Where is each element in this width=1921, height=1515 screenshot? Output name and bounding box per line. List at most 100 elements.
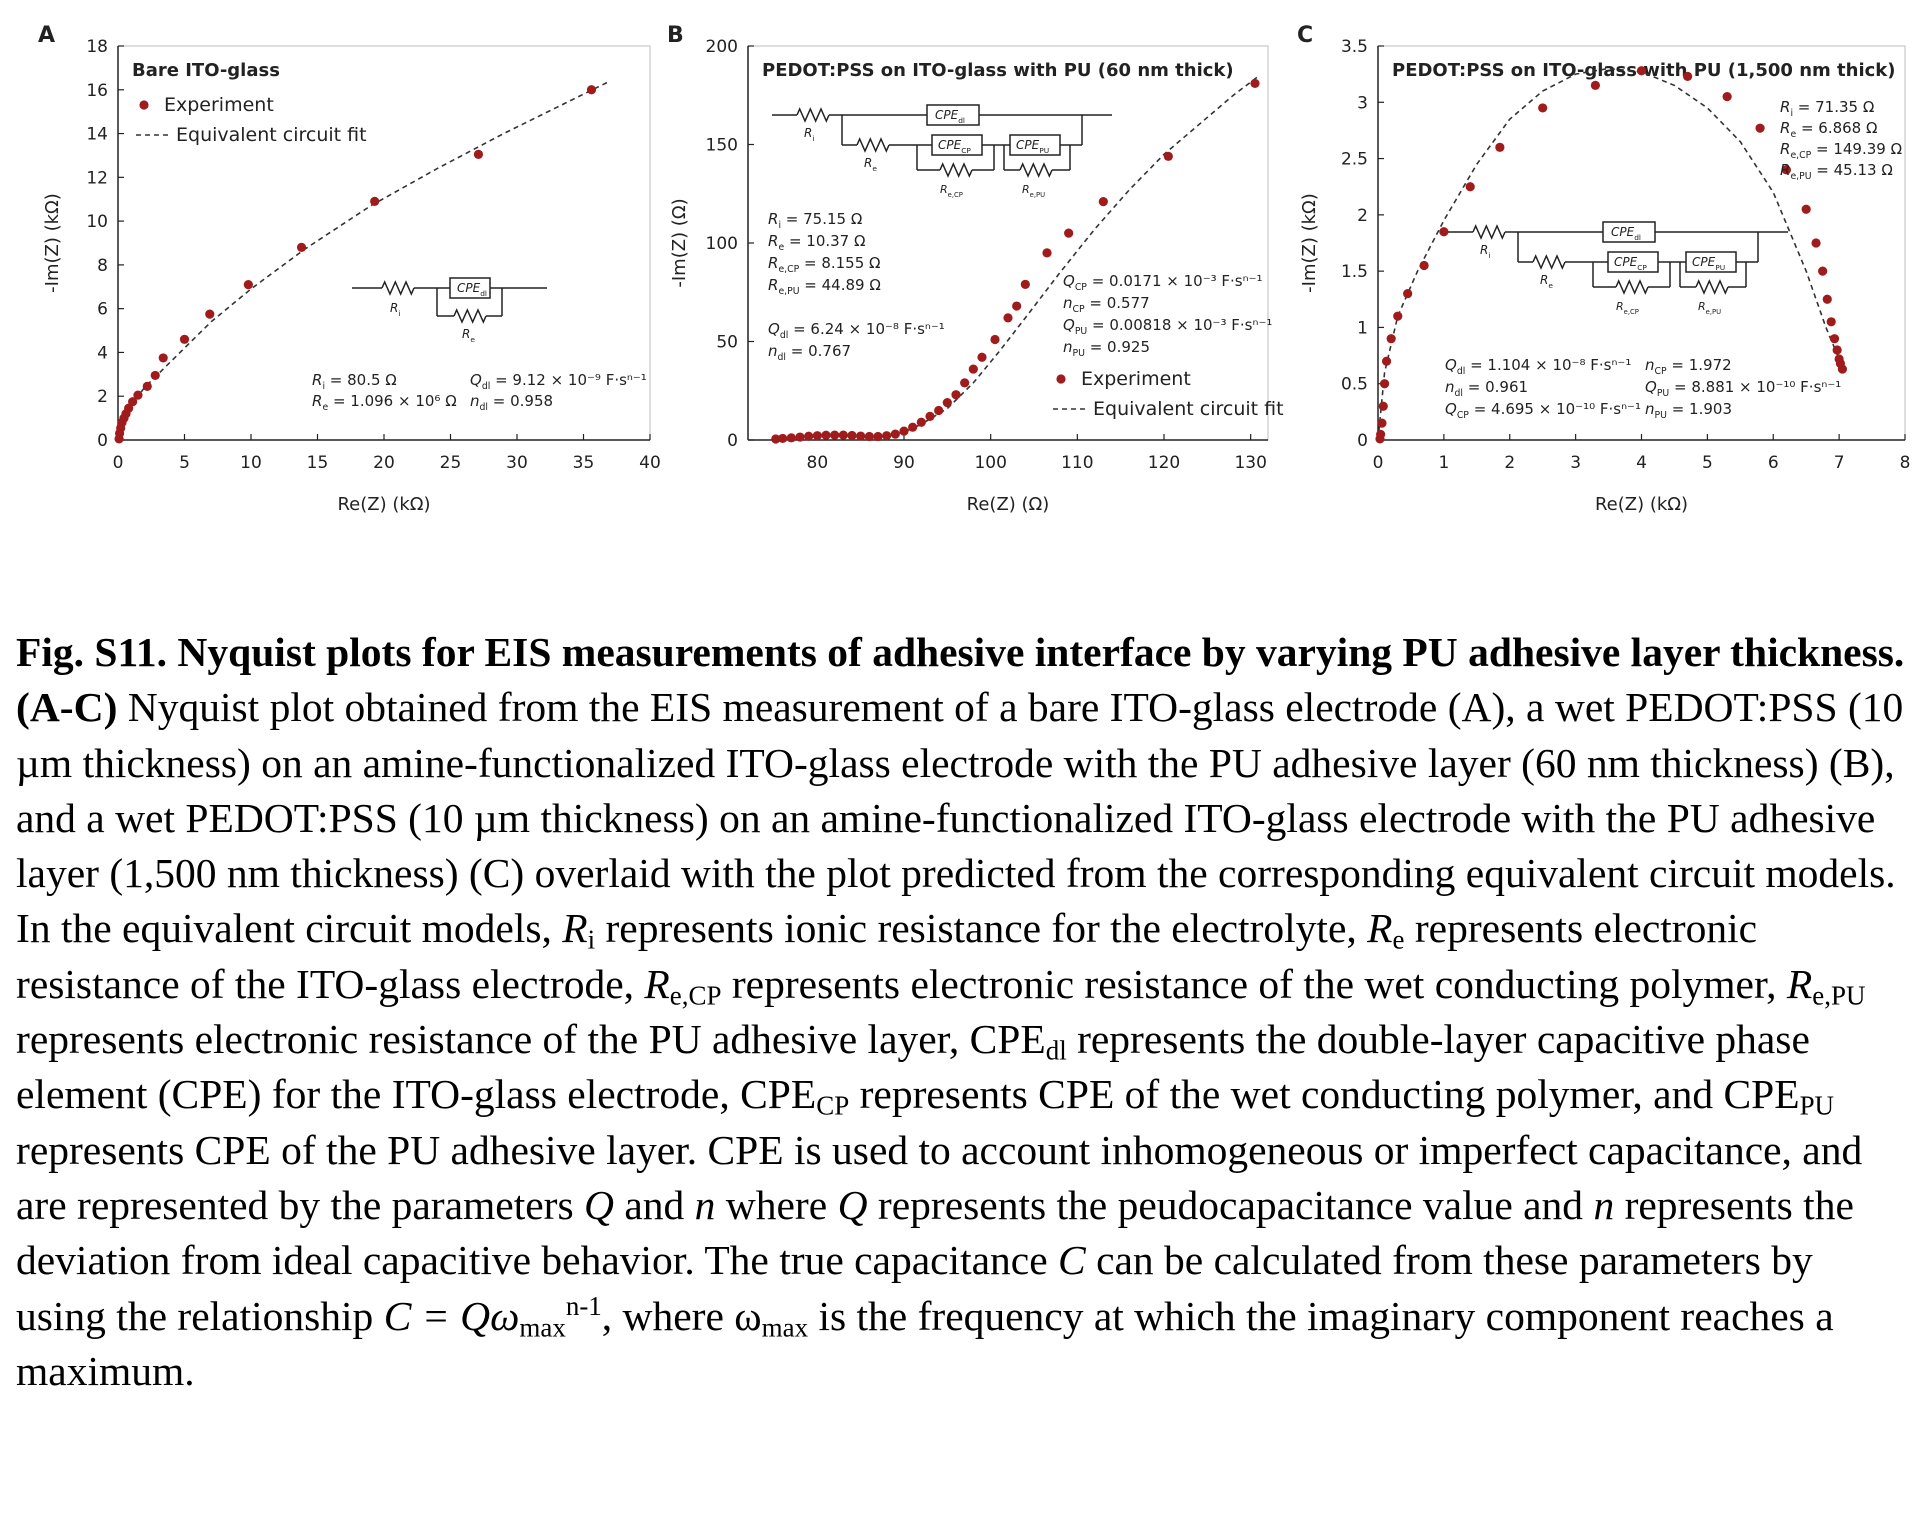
y-tick-label: 6 [97,300,108,320]
data-point [873,431,883,442]
data-point [1393,311,1403,321]
data-point [951,390,961,400]
data-point [856,431,866,441]
data-point [908,422,918,432]
circuit-diagram [352,277,547,324]
data-point [1801,204,1811,214]
param-text: Qdl = 6.24 × 10⁻⁸ F·sⁿ⁻¹ [768,320,945,341]
caption-symbol: n [694,1181,716,1228]
param-text: Ri = 71.35 Ω [1780,98,1874,119]
data-point [1832,345,1842,355]
x-tick-label: 110 [1061,453,1093,473]
data-point [296,242,307,252]
caption-symbol: n [1593,1181,1615,1228]
x-tick-label: 6 [1768,453,1779,473]
y-tick-label: 50 [716,333,738,353]
data-point [1064,228,1074,238]
data-point [838,430,848,440]
resistor-symbol [1472,224,1506,240]
resistor-symbol [1532,254,1566,270]
panel-b: B 80 90 100 110 120 130 0 50 100 150 200 Re(Z) (Ω) -I… [667,23,1284,515]
param-text: ndl = 0.961 [1445,378,1528,399]
y-tick-label: 12 [86,168,108,188]
x-tick-label: 5 [1702,453,1713,473]
data-point [1439,227,1449,237]
data-point [586,85,597,95]
data-point [1381,356,1392,366]
data-point [1822,294,1832,304]
y-axis-label: -Im(Z) (kΩ) [1299,193,1320,293]
legend-marker [139,100,149,110]
x-tick-label: 90 [893,453,915,473]
y-tick-label: 0 [727,431,738,451]
data-point [1386,334,1396,344]
data-point [473,149,484,159]
caption-sub: CP [816,1091,850,1122]
data-point [795,432,805,442]
caption-sup: n-1 [565,1290,602,1321]
data-point [899,426,909,436]
y-tick-label: 16 [86,81,108,101]
caption-sub: max [761,1312,809,1343]
x-tick-label: 40 [639,453,661,473]
resistor-label: Re,CP [940,183,963,199]
param-text: nPU = 1.903 [1645,400,1732,421]
y-tick-label: 3 [1357,93,1368,113]
caption-text: is the frequency at which the imaginary … [16,1292,1834,1394]
data-point [968,364,978,374]
data-point [1098,197,1108,207]
caption-text: represents CPE of the wet conducting pol… [849,1071,1800,1118]
data-point [1837,364,1848,374]
x-tick-label: 80 [807,453,829,473]
data-point [830,430,840,440]
caption-sub: PU [1799,1091,1835,1122]
data-point [205,309,215,319]
cpe-label: CPECP [1614,255,1647,272]
resistor-symbol [939,162,973,178]
data-point [847,430,857,441]
data-point [1781,165,1792,175]
resistor-label: Ri [1480,243,1490,260]
x-tick-label: 120 [1148,453,1180,473]
caption-panels: (A-C) [16,684,118,731]
caption-symbol: R [562,905,588,952]
y-axis-label: -Im(Z) (kΩ) [42,193,63,293]
x-axis-label: Re(Z) (kΩ) [1595,494,1688,515]
param-text: Qdl = 9.12 × 10⁻⁹ F·sⁿ⁻¹ [470,371,647,392]
param-text: QCP = 0.0171 × 10⁻³ F·sⁿ⁻¹ [1063,272,1263,293]
param-text: nPU = 0.925 [1063,338,1150,359]
caption-text: represents electronic resistance of the … [16,905,1758,1007]
fit-line [1377,67,1844,441]
figure-caption: Fig. S11. Nyquist plots for EIS measurem… [16,625,1911,1399]
resistor-label: Ri [804,126,814,143]
data-point [882,431,892,441]
x-tick-label: 8 [1900,453,1911,473]
data-point [916,417,926,427]
data-point [179,334,190,344]
chart-title: Bare ITO-glass [132,60,280,81]
caption-equation: C = Qω [383,1292,520,1339]
y-tick-label: 2 [97,387,108,407]
caption-sub: i [587,925,596,956]
x-tick-label: 100 [974,453,1006,473]
y-tick-label: 0 [1357,431,1368,451]
data-point [1379,379,1390,389]
cpe-label: CPEPU [1692,255,1725,272]
y-tick-label: 14 [86,125,108,145]
data-point [1163,151,1173,161]
data-point [1811,238,1821,248]
caption-symbol: R [1786,960,1813,1007]
fit-line [773,74,1260,440]
caption-text: represents CPE of the PU adhesive layer.… [16,1126,1863,1228]
y-tick-label: 8 [97,256,108,276]
param-text: ndl = 0.767 [768,342,851,363]
cpe-label: CPEdl [1611,225,1641,242]
caption-symbol: C [1058,1237,1086,1284]
panel-a: A 0 5 10 15 20 25 30 35 40 0 2 4 6 8 10 12 14 16 18 Re(Z) (k… [38,23,661,515]
x-tick-label: 25 [440,453,462,473]
x-tick-label: 7 [1834,453,1845,473]
y-tick-label: 0.5 [1341,375,1368,395]
param-text: Re,PU = 44.89 Ω [768,276,881,297]
y-tick-label: 3.5 [1341,37,1368,57]
resistor-label: Re [1540,273,1553,290]
